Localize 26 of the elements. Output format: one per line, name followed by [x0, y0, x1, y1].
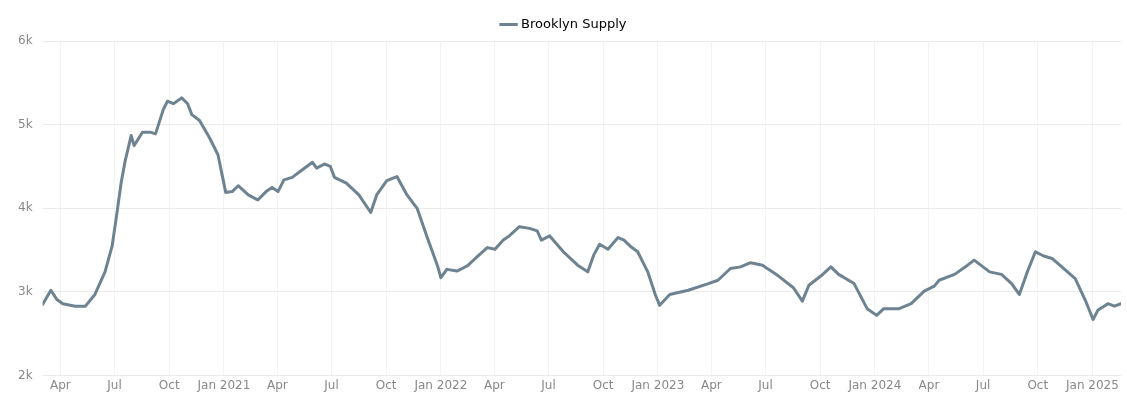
y-tick-label: 5k: [17, 116, 33, 131]
x-tick-label: Jul: [323, 377, 339, 392]
y-tick-label: 3k: [17, 284, 33, 299]
x-tick-label: Apr: [484, 377, 505, 392]
x-tick-label: Apr: [918, 377, 940, 392]
y-tick-label: 6k: [17, 33, 33, 48]
x-tick-label: Jan 2022: [413, 377, 468, 392]
legend-label: Brooklyn Supply: [521, 15, 627, 31]
x-tick-label: Jan 2021: [196, 377, 251, 392]
x-tick-label: Oct: [158, 377, 180, 392]
y-tick-label: 2k: [17, 367, 33, 382]
x-tick-label: Oct: [1027, 377, 1049, 392]
x-tick-label: Apr: [50, 377, 71, 392]
x-tick-label: Jul: [974, 377, 991, 392]
x-tick-label: Oct: [809, 377, 831, 392]
x-tick-label: Oct: [375, 377, 397, 392]
x-tick-label: Jul: [106, 377, 122, 392]
y-tick-label: 4k: [17, 200, 33, 215]
x-tick-label: Jan 2025: [1065, 377, 1119, 392]
x-tick-label: Jul: [540, 377, 556, 392]
x-tick-label: Apr: [267, 377, 288, 392]
x-tick-label: Jul: [757, 377, 773, 392]
x-tick-label: Jan 2024: [847, 377, 902, 392]
x-tick-label: Apr: [701, 377, 722, 392]
x-tick-label: Oct: [592, 377, 614, 392]
x-tick-label: Jan 2023: [630, 377, 685, 392]
